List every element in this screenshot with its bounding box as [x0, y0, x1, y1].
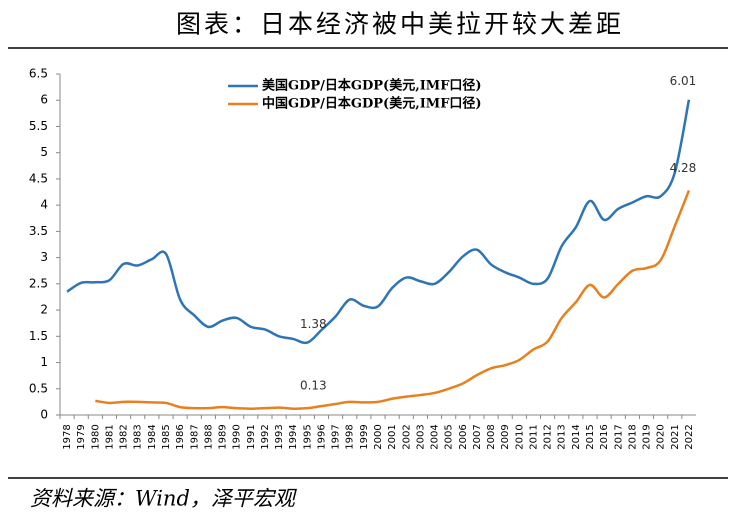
x-tick-label: 2014: [571, 424, 582, 449]
x-tick-label: 1993: [274, 424, 285, 449]
x-tick-label: 1992: [260, 424, 271, 449]
y-tick-label: 2.5: [29, 276, 48, 290]
y-tick-label: 4.5: [29, 171, 48, 185]
x-tick-label: 1999: [359, 424, 370, 449]
x-tick-label: 2011: [528, 424, 539, 449]
x-tick-label: 1979: [76, 424, 87, 449]
x-tick-label: 2010: [514, 424, 525, 449]
x-tick-label: 2009: [500, 424, 511, 449]
data-label: 0.13: [300, 379, 327, 393]
x-tick-label: 1990: [232, 424, 243, 449]
x-tick-label: 1988: [203, 424, 214, 449]
y-tick-label: 5: [40, 145, 48, 159]
x-tick-label: 1983: [133, 424, 144, 449]
x-tick-label: 2015: [585, 424, 596, 449]
x-tick-label: 2007: [472, 424, 483, 449]
x-tick-label: 2013: [557, 424, 568, 449]
x-tick-label: 1989: [218, 424, 229, 449]
x-tick-label: 1987: [189, 424, 200, 449]
x-tick-label: 1980: [90, 424, 101, 449]
x-tick-label: 2019: [642, 424, 653, 449]
x-tick-label: 2002: [401, 424, 412, 449]
y-tick-label: 1.5: [29, 329, 48, 343]
y-tick-label: 0.5: [29, 381, 48, 395]
y-tick-label: 5.5: [29, 119, 48, 133]
x-tick-label: 2016: [599, 424, 610, 449]
legend-label: 美国GDP/日本GDP(美元,IMF口径): [262, 78, 482, 94]
x-tick-label: 1984: [147, 424, 158, 449]
x-tick-label: 2020: [656, 424, 667, 449]
x-tick-label: 1996: [316, 424, 327, 449]
x-tick-label: 1985: [161, 424, 172, 449]
data-label: 4.28: [670, 161, 697, 175]
x-tick-label: 1982: [119, 424, 130, 449]
x-tick-label: 2005: [444, 424, 455, 449]
x-tick-label: 2006: [458, 424, 469, 449]
x-tick-label: 2017: [613, 424, 624, 449]
x-tick-label: 2008: [486, 424, 497, 449]
y-tick-label: 6.5: [29, 67, 48, 81]
chart-title: 图表：日本经济被中美拉开较大差距: [176, 10, 624, 39]
x-tick-label: 1981: [104, 424, 115, 449]
x-tick-label: 1995: [302, 424, 313, 449]
x-tick-label: 1986: [175, 424, 186, 449]
legend-label: 中国GDP/日本GDP(美元,IMF口径): [262, 96, 482, 112]
data-label: 1.38: [300, 317, 327, 331]
series-line: [95, 190, 691, 410]
y-tick-label: 0: [40, 408, 48, 422]
y-tick-label: 2: [40, 303, 48, 317]
x-tick-label: 2012: [543, 424, 554, 449]
x-tick-label: 2018: [627, 424, 638, 449]
x-tick-label: 2003: [415, 424, 426, 449]
x-tick-label: 2022: [684, 424, 695, 449]
data-label: 6.01: [670, 74, 697, 88]
source: 资料来源：Wind，泽平宏观: [30, 487, 298, 511]
x-tick-label: 2001: [387, 424, 398, 449]
x-tick-label: 1991: [246, 424, 257, 449]
x-tick-label: 1978: [62, 424, 73, 449]
series-line: [66, 99, 691, 345]
x-tick-label: 2004: [430, 424, 441, 449]
x-tick-label: 1997: [331, 424, 342, 449]
y-tick-label: 3: [40, 250, 48, 264]
x-tick-label: 2021: [670, 424, 681, 449]
y-tick-label: 3.5: [29, 224, 48, 238]
y-tick-label: 4: [40, 198, 48, 212]
x-tick-label: 1998: [345, 424, 356, 449]
y-tick-label: 6: [40, 93, 48, 107]
x-tick-label: 1994: [288, 424, 299, 449]
y-tick-label: 1: [40, 355, 48, 369]
x-tick-label: 2000: [373, 424, 384, 449]
